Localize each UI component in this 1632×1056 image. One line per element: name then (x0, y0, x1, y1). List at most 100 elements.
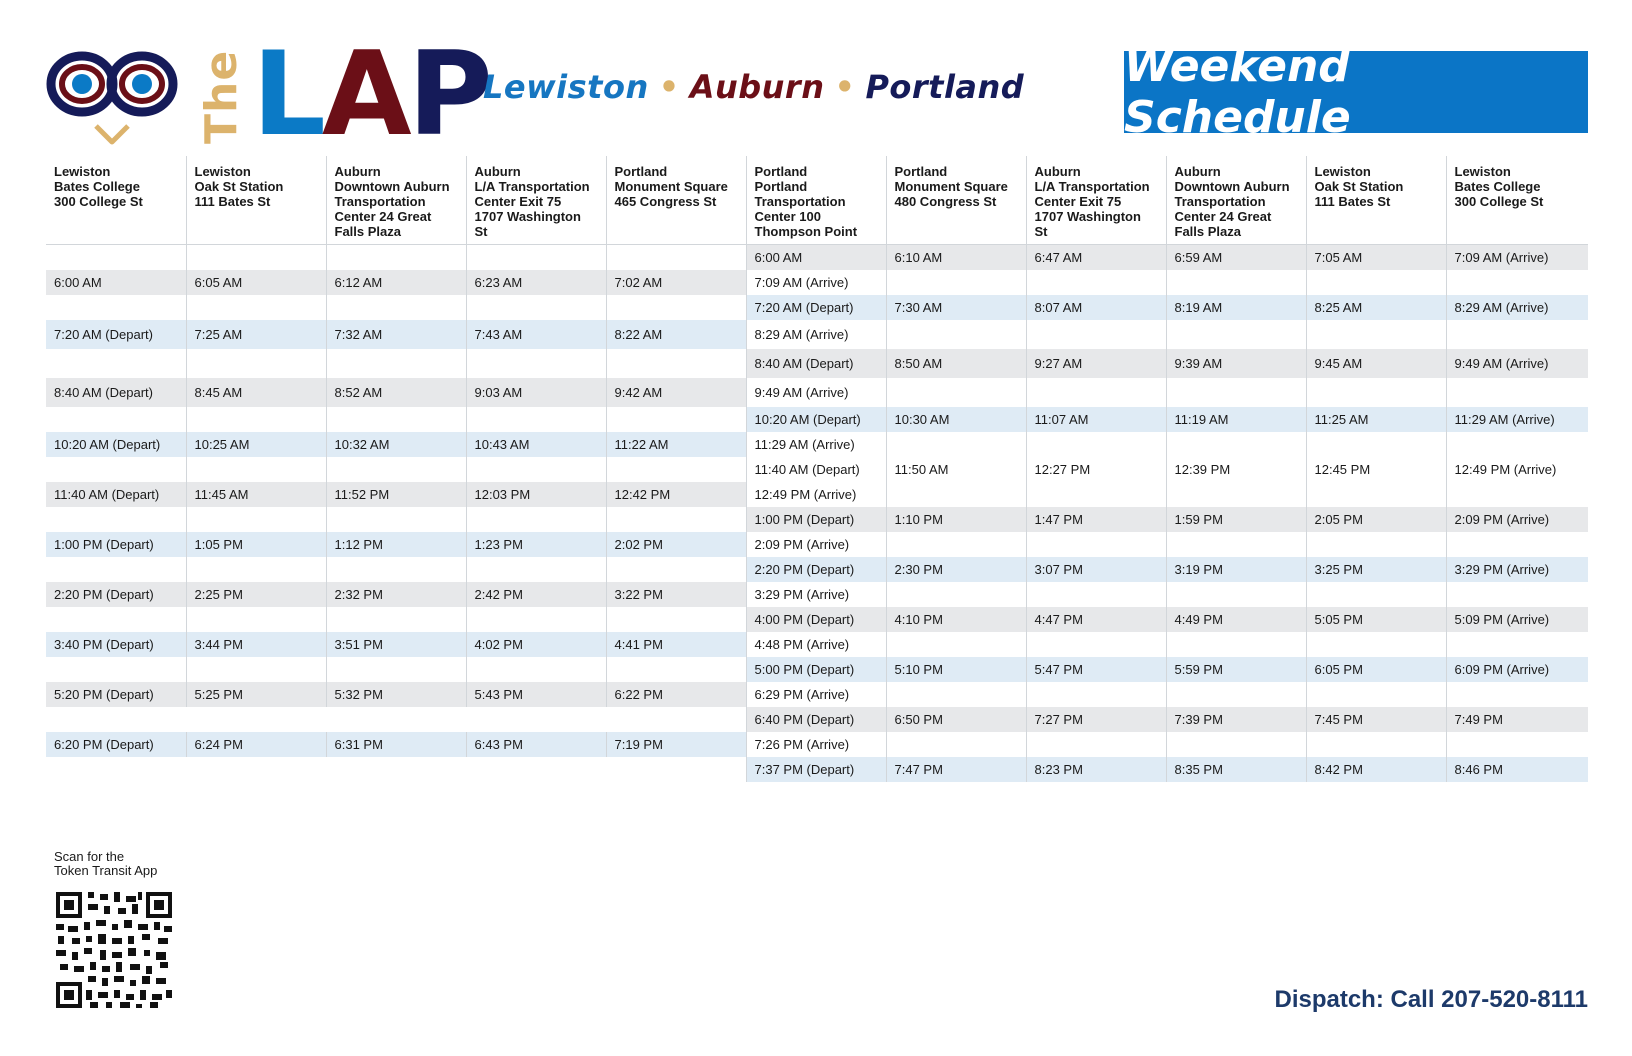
time-cell (1025, 320, 1166, 349)
time-cell (605, 349, 746, 378)
time-cell (606, 757, 746, 782)
time-cell (1445, 632, 1588, 657)
time-cell (1025, 582, 1166, 607)
time-cell (605, 557, 746, 582)
qr-code-icon[interactable] (54, 890, 174, 1010)
time-cell: 4:10 PM (885, 607, 1026, 632)
time-cell (1445, 532, 1588, 557)
column-header-line3: 111 Bates St (194, 194, 271, 209)
time-cell: 8:25 AM (1305, 295, 1446, 320)
time-cell: 10:30 AM (885, 407, 1026, 432)
qr-caption: Scan for the Token Transit App (54, 850, 157, 878)
time-cell: 3:29 PM (Arrive) (745, 582, 886, 607)
column-header-line2: L/A Transportation Center Exit 75 (1034, 179, 1150, 209)
time-cell (186, 757, 326, 782)
time-cell: 6:05 PM (1305, 657, 1446, 682)
time-cell (46, 657, 186, 682)
time-cell (1025, 432, 1166, 457)
time-cell: 1:00 PM (Depart) (745, 507, 886, 532)
table-row: 8:40 AM (Depart) 8:50 AM 9:27 AM 9:39 AM 9:4… (46, 349, 1588, 378)
time-cell: 3:19 PM (1165, 557, 1306, 582)
table-row: 1:00 PM (Depart) 1:10 PM 1:47 PM 1:59 PM 2:0… (46, 507, 1588, 532)
table-row: 1:00 PM (Depart) 1:05 PM 1:12 PM 1:23 PM 2:0… (46, 532, 1588, 557)
time-cell: 6:47 AM (1025, 244, 1166, 270)
time-cell: 7:43 AM (465, 320, 606, 349)
time-cell (1025, 378, 1166, 407)
time-cell: 11:07 AM (1025, 407, 1166, 432)
time-cell (885, 320, 1026, 349)
time-cell: 7:47 PM (885, 757, 1026, 782)
time-cell (465, 557, 606, 582)
time-cell: 4:41 PM (605, 632, 746, 657)
time-cell: 12:27 PM (1025, 457, 1166, 482)
column-header-line3: 300 College St (1454, 194, 1544, 209)
table-row: 11:40 AM (Depart) 11:45 AM 11:52 PM 12:03 P… (46, 482, 1588, 507)
time-cell: 8:40 AM (Depart) (46, 378, 186, 407)
time-cell (325, 349, 466, 378)
column-header-line1: Auburn (1174, 164, 1221, 179)
time-cell: 12:39 PM (1165, 457, 1306, 482)
dispatch-phone[interactable]: Dispatch: Call 207-520-8111 (1274, 986, 1588, 1013)
table-row: 7:20 AM (Depart) 7:30 AM 8:07 AM 8:19 AM 8:2… (46, 295, 1588, 320)
time-cell: 9:39 AM (1165, 349, 1306, 378)
table-row: 5:20 PM (Depart) 5:25 PM 5:32 PM 5:43 PM 6:2… (46, 682, 1588, 707)
time-cell: 2:20 PM (Depart) (745, 557, 886, 582)
time-cell: 6:10 AM (885, 244, 1026, 270)
time-cell (465, 244, 606, 270)
time-cell: 6:12 AM (325, 270, 466, 295)
time-cell (326, 757, 466, 782)
header-row: Lewiston Bates College 300 College St Lewis… (46, 156, 1588, 245)
time-cell (465, 349, 606, 378)
time-cell (605, 244, 746, 270)
time-cell: 11:29 AM (Arrive) (745, 432, 886, 457)
time-cell: 10:32 AM (325, 432, 466, 457)
time-cell: 1:12 PM (325, 532, 466, 557)
time-cell: 10:25 AM (185, 432, 326, 457)
time-cell: 8:29 AM (Arrive) (1445, 295, 1588, 320)
time-cell: 10:20 AM (Depart) (46, 432, 186, 457)
column-header-line1: Portland (614, 164, 668, 179)
time-cell: 1:47 PM (1025, 507, 1166, 532)
time-cell (605, 507, 746, 532)
time-cell (325, 244, 466, 270)
time-cell: 12:49 PM (Arrive) (1445, 457, 1588, 482)
time-cell: 11:22 AM (605, 432, 746, 457)
time-cell: 6:00 AM (745, 244, 886, 270)
time-cell: 3:25 PM (1305, 557, 1446, 582)
column-header-line1: Portland (894, 164, 948, 179)
column-header-line1: Lewiston (1454, 164, 1511, 179)
time-cell: 8:35 PM (1165, 757, 1306, 782)
column-header-line3: 300 College St (54, 194, 143, 209)
time-cell (46, 349, 186, 378)
time-cell (885, 682, 1026, 707)
time-cell: 8:50 AM (885, 349, 1026, 378)
time-cell (1165, 532, 1306, 557)
qr-caption-line2: Token Transit App (54, 863, 158, 878)
time-cell (465, 295, 606, 320)
time-cell (1165, 432, 1306, 457)
time-cell (326, 707, 466, 732)
time-cell (1445, 378, 1588, 407)
time-cell (1305, 378, 1446, 407)
city-tagline: Lewiston • Auburn • Portland (483, 68, 1024, 106)
time-cell (885, 732, 1026, 757)
time-cell: 6:29 PM (Arrive) (745, 682, 886, 707)
time-cell (1445, 320, 1588, 349)
column-header-stop: Auburn L/A Transportation Center Exit 75 1… (465, 156, 606, 245)
time-cell: 7:32 AM (325, 320, 466, 349)
time-cell (185, 407, 326, 432)
tagline-dot: • (658, 68, 680, 106)
column-header-line2: Monument Square (614, 179, 728, 194)
time-cell: 2:30 PM (885, 557, 1026, 582)
time-cell: 2:42 PM (465, 582, 606, 607)
time-cell: 11:40 AM (Depart) (745, 457, 886, 482)
time-cell: 8:45 AM (185, 378, 326, 407)
time-cell (185, 349, 326, 378)
table-row: 11:40 AM (Depart) 11:50 AM 12:27 PM 12:39 P… (46, 457, 1588, 482)
time-cell: 9:42 AM (605, 378, 746, 407)
time-cell: 8:42 PM (1305, 757, 1446, 782)
time-cell (185, 244, 326, 270)
time-cell (1165, 632, 1306, 657)
time-cell: 7:19 PM (605, 732, 746, 757)
time-cell (1165, 732, 1306, 757)
